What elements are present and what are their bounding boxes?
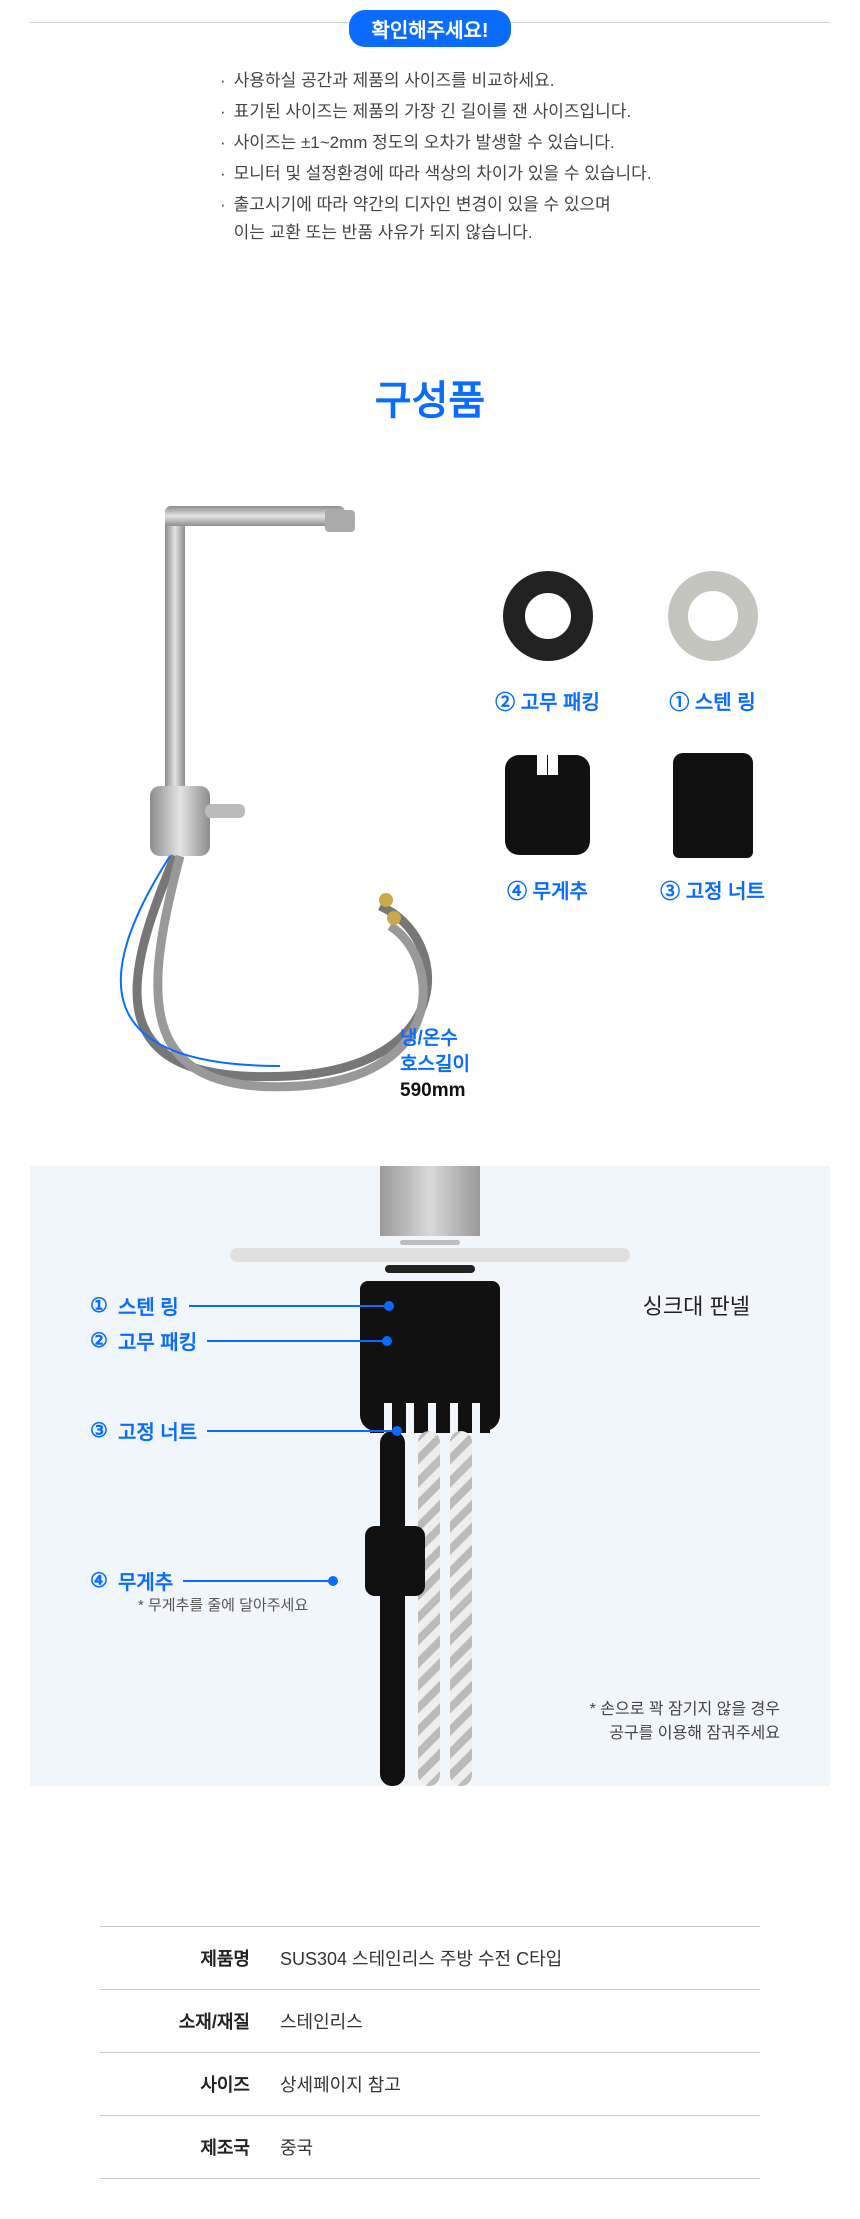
callout-name: 고무 패킹 [118, 1326, 197, 1355]
part-label: ④ 무게추 [480, 875, 615, 904]
notice-item: · 출고시기에 따라 약간의 디자인 변경이 있을 수 있으며 이는 교환 또는… [220, 191, 660, 249]
notice-text: 모니터 및 설정환경에 따라 색상의 차이가 있을 수 있습니다. [234, 160, 652, 189]
bullet-icon: · [220, 98, 226, 127]
weight-note: * 무게추를 줄에 달아주세요 [138, 1594, 308, 1615]
spec-label: 제조국 [100, 2134, 280, 2160]
hose-label: 냉/온수 호스길이 590mm [400, 1026, 470, 1103]
callout-line-icon [207, 1340, 387, 1342]
callout-line-icon [207, 1430, 397, 1432]
tool-note-line1: * 손으로 꽉 잠기지 않을 경우 [590, 1698, 780, 1722]
spec-table: 제품명 SUS304 스테인리스 주방 수전 C타입 소재/재질 스테인리스 사… [100, 1926, 760, 2179]
spec-label: 소재/재질 [100, 2008, 280, 2034]
spec-row: 제조국 중국 [100, 2116, 760, 2179]
callout-fixing-nut: ③ 고정 너트 [90, 1416, 397, 1445]
tool-note: * 손으로 꽉 잠기지 않을 경우 공구를 이용해 잠궈주세요 [590, 1698, 780, 1746]
callout-num: ① [90, 1293, 108, 1318]
callout-weight: ④ 무게추 [90, 1566, 333, 1595]
spec-value: 상세페이지 참고 [280, 2071, 401, 2097]
part-name: 고무 패킹 [521, 692, 600, 714]
part-num: ④ [507, 881, 527, 903]
part-name: 고정 너트 [686, 881, 765, 903]
callout-num: ③ [90, 1418, 108, 1443]
panel-label: 싱크대 판넬 [643, 1289, 750, 1321]
part-name: 스텐 링 [695, 692, 756, 714]
notice-text: 사이즈는 ±1~2mm 정도의 오차가 발생할 수 있습니다. [234, 129, 615, 158]
spec-row: 사이즈 상세페이지 참고 [100, 2053, 760, 2116]
bullet-icon: · [220, 67, 226, 96]
part-weight: ④ 무게추 [480, 755, 615, 904]
notice-text: 사용하실 공간과 제품의 사이즈를 비교하세요. [234, 67, 555, 96]
callout-name: 스텐 링 [118, 1291, 179, 1320]
steel-ring-icon [663, 566, 763, 666]
spec-label: 제품명 [100, 1945, 280, 1971]
section-title: 구성품 [0, 368, 860, 426]
part-num: ② [495, 692, 515, 714]
part-label: ① 스텐 링 [645, 686, 780, 715]
callout-line-icon [189, 1305, 389, 1307]
fixing-nut-icon [663, 755, 763, 855]
spec-row: 제품명 SUS304 스테인리스 주방 수전 C타입 [100, 1927, 760, 1990]
notice-item: · 표기된 사이즈는 제품의 가장 긴 길이를 잰 사이즈입니다. [220, 98, 660, 127]
weight-icon [498, 755, 598, 855]
spec-label: 사이즈 [100, 2071, 280, 2097]
hose-length: 590mm [400, 1078, 470, 1104]
part-name: 무게추 [533, 881, 588, 903]
bullet-icon: · [220, 160, 226, 189]
bullet-icon: · [220, 191, 226, 249]
spec-value: 스테인리스 [280, 2008, 363, 2034]
part-steel-ring: ① 스텐 링 [645, 566, 780, 715]
header-badge-wrap: 확인해주세요! [0, 0, 860, 47]
notice-item: · 사용하실 공간과 제품의 사이즈를 비교하세요. [220, 67, 660, 96]
hose-label-line1: 냉/온수 [400, 1026, 470, 1052]
callout-num: ④ [90, 1568, 108, 1593]
callout-name: 무게추 [118, 1566, 173, 1595]
spec-row: 소재/재질 스테인리스 [100, 1990, 760, 2053]
tool-note-line2: 공구를 이용해 잠궈주세요 [590, 1722, 780, 1746]
notice-item: · 사이즈는 ±1~2mm 정도의 오차가 발생할 수 있습니다. [220, 129, 660, 158]
components-area: 냉/온수 호스길이 590mm ② 고무 패킹 ① 스텐 링 ④ 무게추 [0, 486, 860, 1126]
notice-text: 출고시기에 따라 약간의 디자인 변경이 있을 수 있으며 이는 교환 또는 반… [234, 191, 611, 249]
callout-num: ② [90, 1328, 108, 1353]
callout-steel-ring: ① 스텐 링 [90, 1291, 389, 1320]
callout-name: 고정 너트 [118, 1416, 197, 1445]
part-label: ② 고무 패킹 [480, 686, 615, 715]
hose-label-line2: 호스길이 [400, 1052, 470, 1078]
spec-value: 중국 [280, 2134, 313, 2160]
install-center-illustration [330, 1166, 530, 1786]
rubber-packing-icon [498, 566, 598, 666]
notice-item: · 모니터 및 설정환경에 따라 색상의 차이가 있을 수 있습니다. [220, 160, 660, 189]
part-num: ① [669, 692, 689, 714]
spec-value: SUS304 스테인리스 주방 수전 C타입 [280, 1945, 562, 1971]
part-label: ③ 고정 너트 [645, 875, 780, 904]
part-fixing-nut: ③ 고정 너트 [645, 755, 780, 904]
callout-rubber-packing: ② 고무 패킹 [90, 1326, 387, 1355]
parts-grid: ② 고무 패킹 ① 스텐 링 ④ 무게추 ③ 고정 너트 [480, 566, 780, 904]
install-diagram: ① 스텐 링 ② 고무 패킹 ③ 고정 너트 ④ 무게추 * 무게추를 줄에 달… [30, 1166, 830, 1786]
notice-text: 표기된 사이즈는 제품의 가장 긴 길이를 잰 사이즈입니다. [234, 98, 632, 127]
notice-list: · 사용하실 공간과 제품의 사이즈를 비교하세요. · 표기된 사이즈는 제품… [0, 67, 860, 248]
header-badge: 확인해주세요! [349, 10, 510, 47]
part-rubber-packing: ② 고무 패킹 [480, 566, 615, 715]
part-num: ③ [660, 881, 680, 903]
bullet-icon: · [220, 129, 226, 158]
callout-line-icon [183, 1580, 333, 1582]
